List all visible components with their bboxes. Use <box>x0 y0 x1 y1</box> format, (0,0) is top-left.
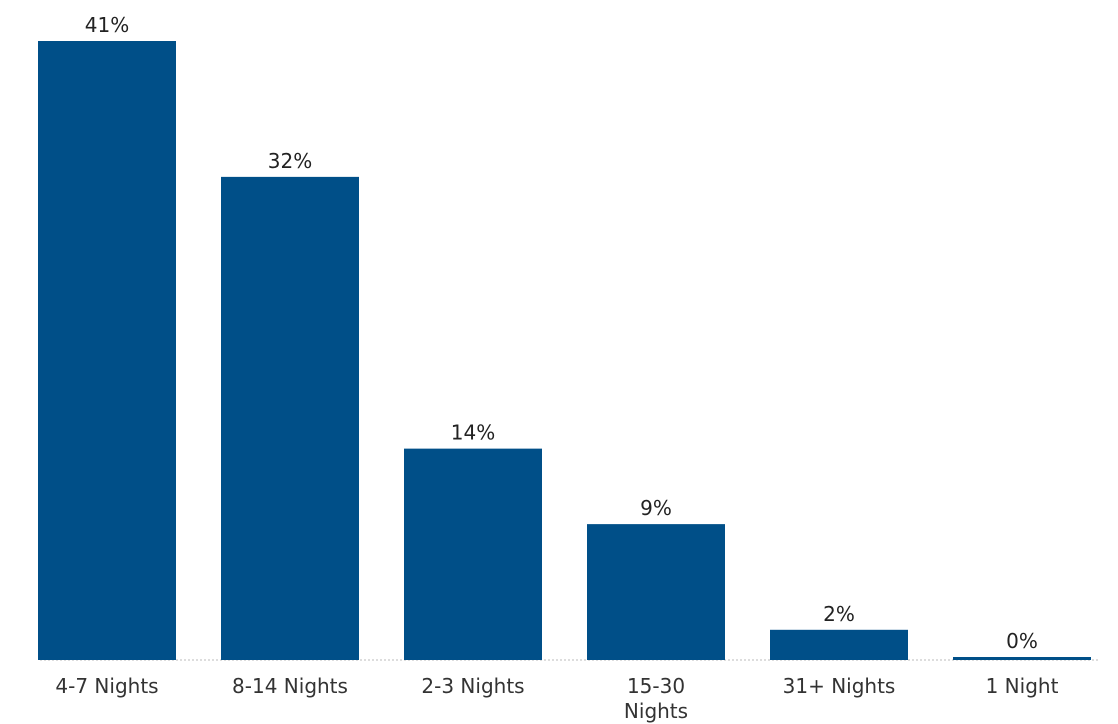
value-label-2: 14% <box>451 421 495 445</box>
value-label-3: 9% <box>640 496 672 520</box>
bar-1 <box>221 176 359 660</box>
x-tick-label-5: 1 Night <box>986 674 1059 698</box>
x-tick-labels-group: 4-7 Nights 8-14 Nights 2-3 Nights 15-30 Nigh… <box>55 674 1058 723</box>
x-tick-label-3-line-0: 15-30 <box>627 674 685 698</box>
value-labels-group: 41% 32% 14% 9% 2% 0% <box>85 13 1038 653</box>
x-tick-label-3-line-1: Nights <box>624 699 688 723</box>
bar-5 <box>953 657 1091 660</box>
x-tick-label-4-line-0: 31+ Nights <box>783 674 896 698</box>
bar-3 <box>587 524 725 660</box>
x-tick-label-1: 8-14 Nights <box>232 674 348 698</box>
bars-group <box>38 41 1091 660</box>
value-label-4: 2% <box>823 602 855 626</box>
x-tick-label-2-line-0: 2-3 Nights <box>421 674 524 698</box>
bar-0 <box>38 41 176 660</box>
x-tick-label-2: 2-3 Nights <box>421 674 524 698</box>
x-tick-label-1-line-0: 8-14 Nights <box>232 674 348 698</box>
x-tick-label-4: 31+ Nights <box>783 674 896 698</box>
value-label-5: 0% <box>1006 629 1038 653</box>
bar-2 <box>404 448 542 660</box>
value-label-1: 32% <box>268 149 312 173</box>
x-tick-label-0: 4-7 Nights <box>55 674 158 698</box>
x-tick-label-5-line-0: 1 Night <box>986 674 1059 698</box>
bar-4 <box>770 629 908 660</box>
x-tick-label-3: 15-30 Nights <box>624 674 688 723</box>
x-tick-label-0-line-0: 4-7 Nights <box>55 674 158 698</box>
value-label-0: 41% <box>85 13 129 37</box>
